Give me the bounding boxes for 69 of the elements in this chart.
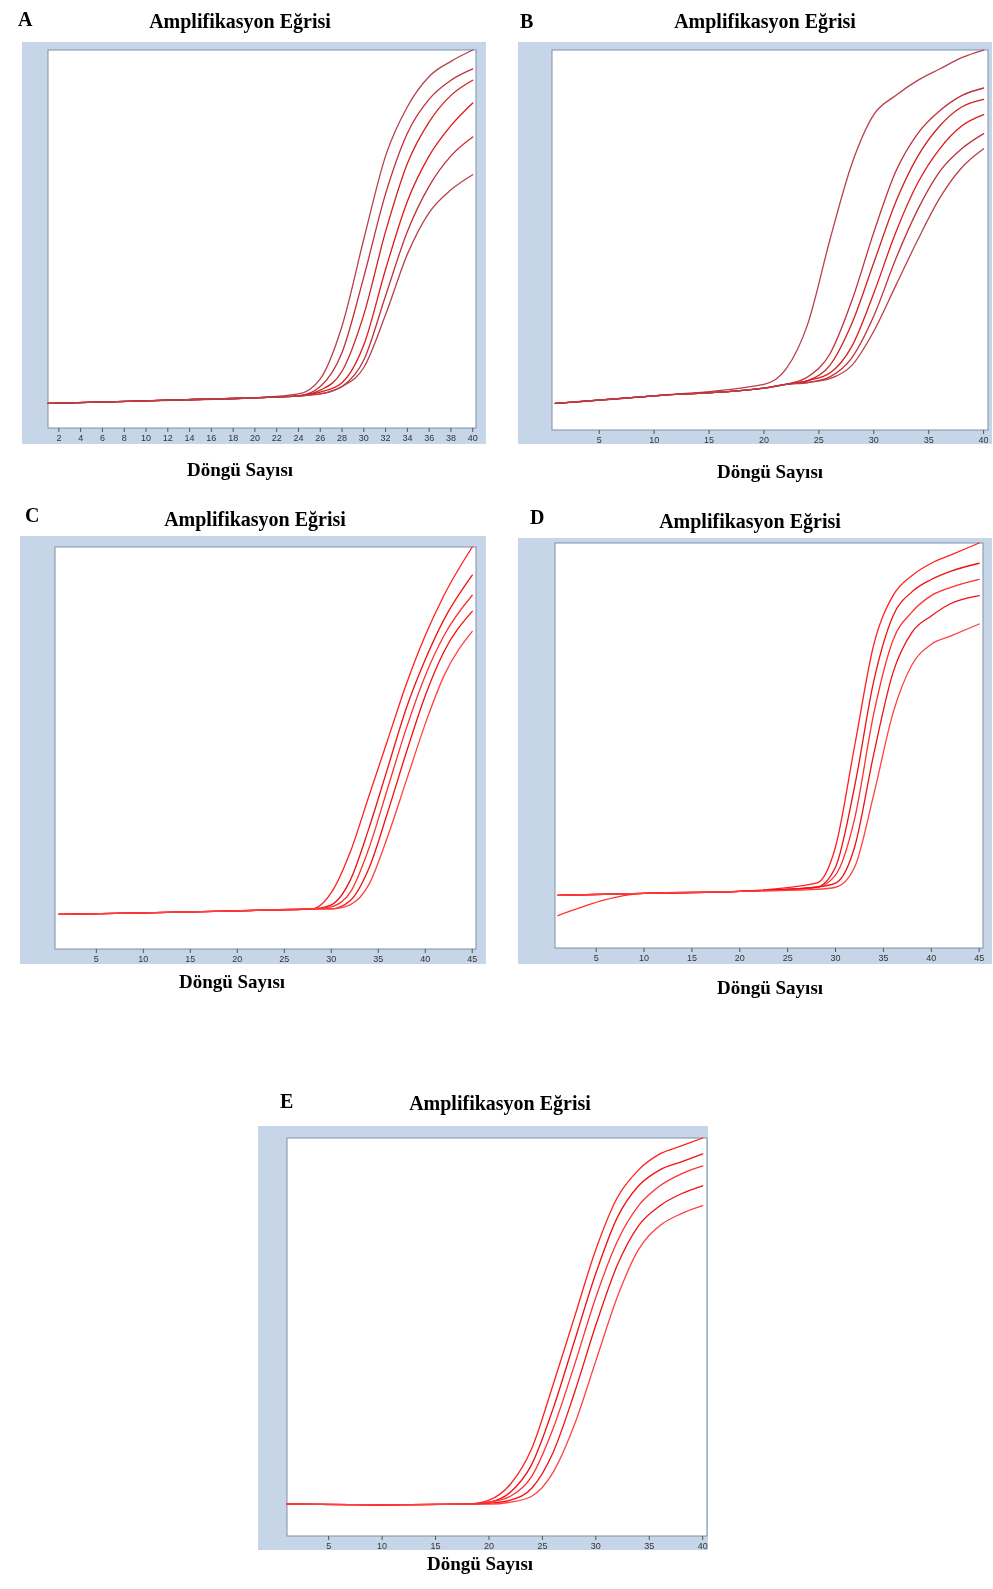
x-tick-label: 30	[358, 433, 369, 443]
x-axis-title: Döngü Sayısı	[716, 977, 824, 998]
x-tick-label: 14	[184, 433, 195, 443]
chart-title: Amplifikasyon Eğrisi	[409, 1092, 592, 1115]
x-tick-label: 34	[402, 433, 413, 443]
x-tick-label: 10	[649, 435, 660, 445]
x-tick-label: 18	[228, 433, 239, 443]
x-tick-label: 16	[206, 433, 217, 443]
x-tick-label: 10	[639, 953, 650, 963]
x-tick-label: 35	[644, 1541, 655, 1551]
x-tick-label: 12	[162, 433, 173, 443]
x-tick-label: 25	[279, 954, 290, 964]
x-tick-label: 36	[424, 433, 435, 443]
x-tick-label: 40	[926, 953, 937, 963]
x-tick-label: 5	[596, 435, 602, 445]
x-tick-label: 30	[868, 435, 879, 445]
x-tick-label: 5	[93, 954, 99, 964]
x-tick-label: 35	[373, 954, 384, 964]
chart-title: Amplifikasyon Eğrisi	[659, 510, 842, 533]
x-tick-label: 20	[249, 433, 260, 443]
x-tick-label: 5	[326, 1541, 332, 1551]
x-tick-label: 38	[445, 433, 456, 443]
x-tick-label: 6	[99, 433, 105, 443]
x-tick-label: 25	[537, 1541, 548, 1551]
x-tick-label: 26	[315, 433, 326, 443]
x-tick-label: 10	[138, 954, 149, 964]
x-tick-label: 40	[467, 433, 478, 443]
x-tick-label: 30	[326, 954, 337, 964]
chart-title: Amplifikasyon Eğrisi	[149, 10, 332, 33]
text: C	[25, 504, 40, 526]
x-tick-label: 25	[813, 435, 824, 445]
x-tick-label: 35	[923, 435, 934, 445]
x-tick-label: 40	[420, 954, 431, 964]
x-tick-label: 20	[232, 954, 243, 964]
x-tick-label: 28	[337, 433, 348, 443]
x-tick-label: 22	[271, 433, 282, 443]
x-tick-label: 25	[782, 953, 793, 963]
x-tick-label: 40	[978, 435, 989, 445]
x-tick-label: 15	[704, 435, 715, 445]
chart-title: Amplifikasyon Eğrisi	[674, 10, 857, 33]
x-tick-label: 35	[878, 953, 889, 963]
text: D	[530, 506, 545, 528]
x-tick-label: 15	[686, 953, 697, 963]
x-tick-label: 20	[758, 435, 769, 445]
x-axis-title: Döngü Sayısı	[178, 971, 286, 992]
x-tick-label: 20	[734, 953, 745, 963]
x-tick-label: 30	[590, 1541, 601, 1551]
text: A	[18, 8, 33, 30]
x-tick-label: 10	[141, 433, 152, 443]
x-tick-label: 32	[380, 433, 391, 443]
x-tick-label: 30	[830, 953, 841, 963]
x-tick-label: 45	[467, 954, 478, 964]
x-tick-label: 10	[377, 1541, 388, 1551]
x-tick-label: 15	[430, 1541, 441, 1551]
x-axis-title: Döngü Sayısı	[716, 461, 824, 482]
x-tick-label: 15	[185, 954, 196, 964]
x-tick-label: 2	[56, 433, 62, 443]
chart-title: Amplifikasyon Eğrisi	[164, 508, 347, 531]
text: E	[280, 1090, 294, 1112]
text: B	[520, 10, 534, 32]
x-tick-label: 24	[293, 433, 304, 443]
x-axis-title: Döngü Sayısı	[426, 1553, 534, 1574]
x-tick-label: 5	[593, 953, 599, 963]
x-tick-label: 40	[697, 1541, 708, 1551]
x-tick-label: 20	[483, 1541, 494, 1551]
x-tick-label: 4	[78, 433, 84, 443]
x-tick-label: 8	[121, 433, 127, 443]
x-axis-title: Döngü Sayısı	[186, 459, 294, 480]
x-tick-label: 45	[974, 953, 985, 963]
